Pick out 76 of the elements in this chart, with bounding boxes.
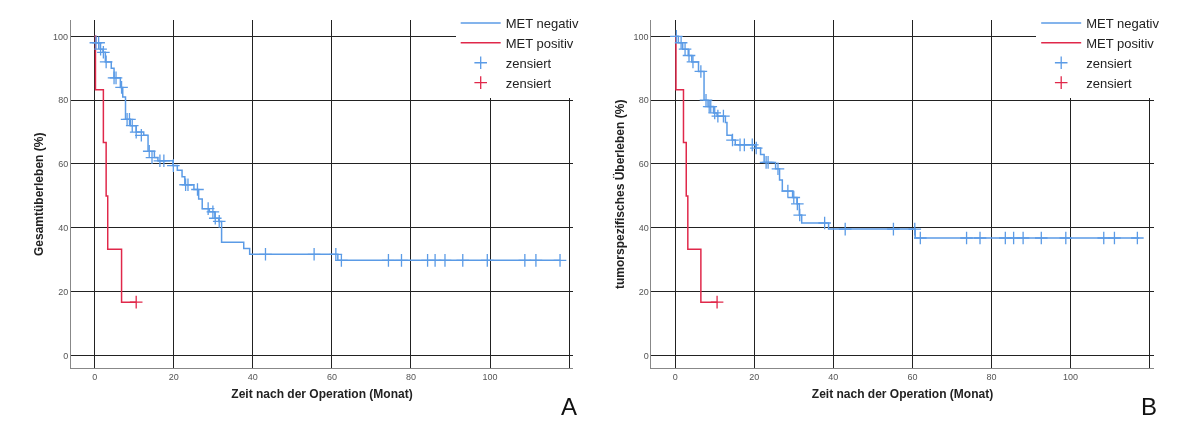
x-tick-label: 80 xyxy=(986,371,997,382)
point xyxy=(438,253,452,268)
y-tick-label: 40 xyxy=(638,222,649,233)
point xyxy=(307,247,322,262)
point xyxy=(716,109,731,124)
point xyxy=(258,247,273,262)
x-tick-label: 20 xyxy=(749,371,760,382)
x-tick-label: 20 xyxy=(168,371,179,382)
point xyxy=(142,144,157,159)
text: A xyxy=(561,393,578,420)
legend-label: MET positiv xyxy=(505,35,574,51)
y-tick-label: 40 xyxy=(58,222,69,233)
y-tick-label: 20 xyxy=(638,286,649,297)
x-tick-label: 60 xyxy=(326,371,337,382)
point xyxy=(166,158,181,173)
x-tick-label: 0 xyxy=(672,371,678,382)
point xyxy=(693,64,708,79)
point xyxy=(553,253,567,268)
point xyxy=(1058,231,1073,245)
y-tick-label: 0 xyxy=(643,350,649,361)
legend-label: zensiert xyxy=(1086,55,1133,71)
point xyxy=(394,253,409,268)
x-tick-label: 0 xyxy=(92,371,98,382)
point xyxy=(129,295,144,310)
point xyxy=(771,161,785,176)
point xyxy=(381,253,396,268)
point xyxy=(886,222,901,237)
point xyxy=(973,231,987,245)
legend-label: MET negativ xyxy=(1086,16,1160,32)
point xyxy=(749,141,764,155)
x-tick-label: 60 xyxy=(907,371,918,382)
y-tick-label: 0 xyxy=(63,350,69,361)
y-tick-label: 20 xyxy=(58,286,69,297)
point xyxy=(528,253,543,268)
point xyxy=(710,295,725,310)
x-tick-label: 40 xyxy=(247,371,258,382)
point xyxy=(817,216,832,230)
point xyxy=(190,182,205,197)
point xyxy=(145,150,159,165)
point xyxy=(792,208,807,222)
text: B xyxy=(1141,393,1158,420)
y-tick-label: 80 xyxy=(58,95,69,106)
point xyxy=(99,54,114,69)
y-axis-title: Gesamtüberleben (%) xyxy=(32,132,47,256)
legend-label: zensiert xyxy=(505,55,552,71)
y-tick-label: 60 xyxy=(58,159,69,170)
point xyxy=(1130,231,1145,245)
x-tick-label: 40 xyxy=(828,371,839,382)
point xyxy=(517,253,532,268)
point xyxy=(134,128,149,143)
point xyxy=(1016,231,1031,245)
point xyxy=(838,222,853,237)
legend-label: MET positiv xyxy=(1086,35,1155,51)
point xyxy=(114,80,129,95)
point xyxy=(208,211,223,226)
point xyxy=(156,153,171,168)
point xyxy=(1107,231,1122,245)
point xyxy=(480,253,495,268)
point xyxy=(455,253,470,268)
point xyxy=(959,231,974,245)
point xyxy=(1034,231,1049,245)
legend-label: zensiert xyxy=(1086,75,1133,91)
y-tick-label: 100 xyxy=(633,31,649,42)
y-tick-label: 60 xyxy=(638,159,649,170)
point xyxy=(745,137,760,152)
x-tick-label: 100 xyxy=(1063,371,1079,382)
x-tick-label: 100 xyxy=(482,371,498,382)
x-tick-label: 80 xyxy=(405,371,416,382)
point xyxy=(1096,231,1111,245)
y-axis-title: tumorspezifisches Überleben (%) xyxy=(611,99,627,289)
x-axis-title: Zeit nach der Operation (Monat) xyxy=(231,386,413,401)
y-tick-label: 80 xyxy=(638,95,649,106)
legend-label: zensiert xyxy=(505,75,552,91)
legend-label: MET negativ xyxy=(505,16,579,32)
y-tick-label: 100 xyxy=(53,31,69,42)
x-axis-title: Zeit nach der Operation (Monat) xyxy=(811,386,994,401)
